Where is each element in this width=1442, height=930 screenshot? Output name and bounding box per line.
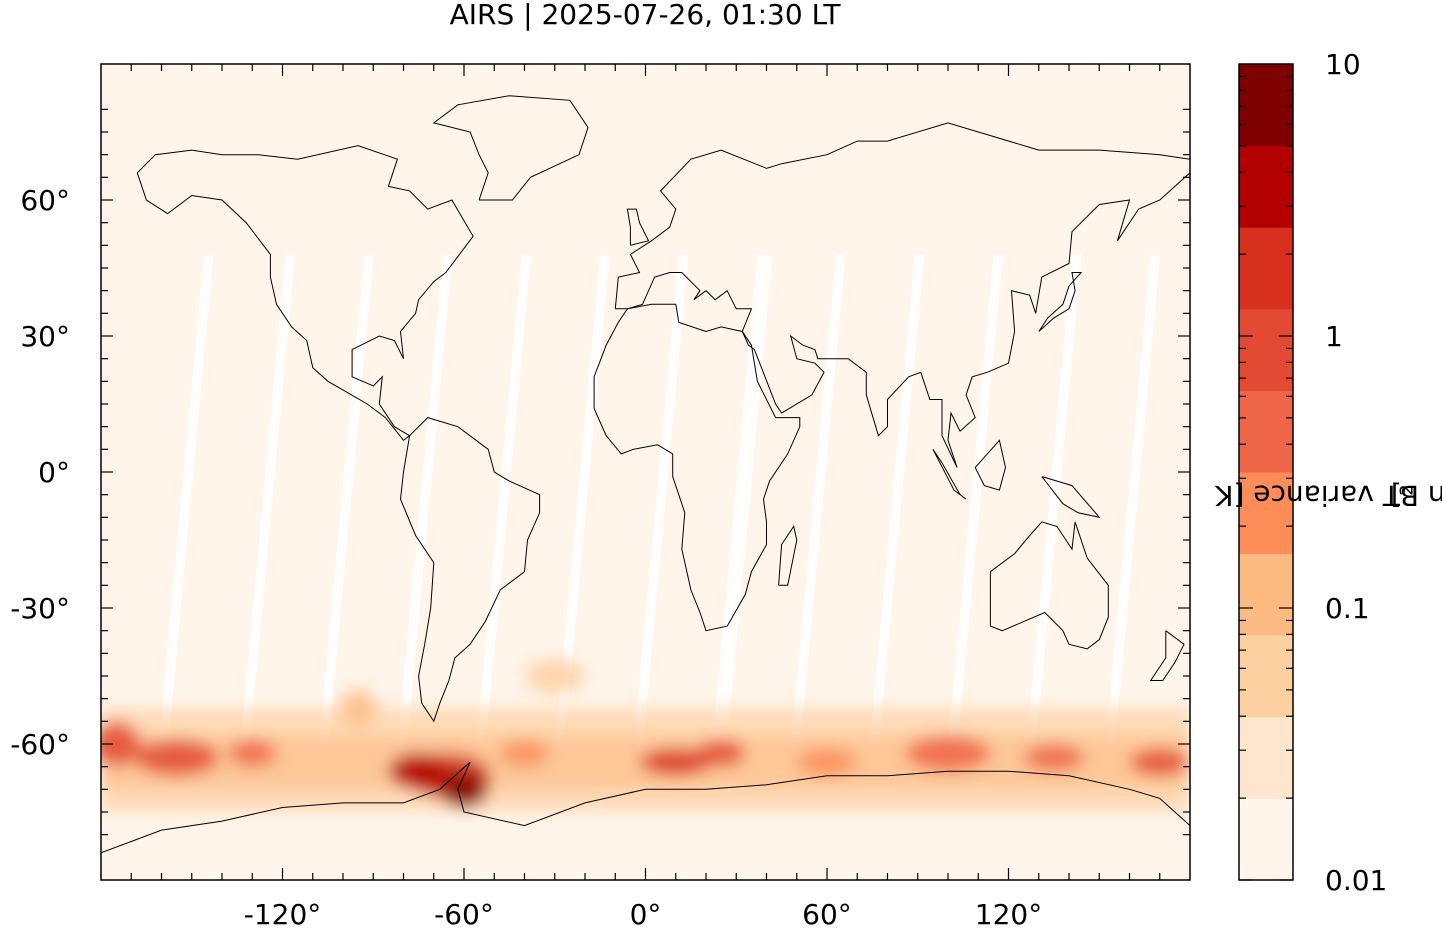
colorbar-tick-label: 0.01 <box>1325 864 1387 897</box>
colorbar-tick-labels: 10 1 0.1 0.01 <box>1325 48 1387 897</box>
variance-hotspot <box>500 739 549 767</box>
colorbar-segment <box>1239 635 1293 718</box>
coastline <box>1149 630 1185 681</box>
orbit-gap <box>476 254 532 744</box>
variance-hotspot <box>228 739 277 767</box>
orbit-gap <box>948 254 1004 744</box>
coastline <box>136 145 474 441</box>
variance-hotspot <box>101 721 141 767</box>
colorbar-segment <box>1239 472 1293 555</box>
variance-hotspot <box>697 739 746 767</box>
orbit-gap <box>712 254 773 744</box>
coastlines <box>101 95 1190 854</box>
variance-hotspot <box>797 748 857 776</box>
colorbar <box>1239 64 1293 881</box>
orbit-gap <box>554 254 610 744</box>
coastline <box>593 303 801 632</box>
colorbar-ticks <box>1239 75 1293 881</box>
colorbar-tick-label: 0.1 <box>1325 592 1370 625</box>
coastline <box>778 525 798 586</box>
map-panel <box>101 64 1190 880</box>
colorbar-tick-label: 1 <box>1325 320 1343 353</box>
variance-hotspots <box>101 658 1190 812</box>
coastline <box>1038 272 1083 332</box>
orbit-gap <box>1026 254 1082 744</box>
colorbar-segment <box>1239 553 1293 636</box>
map-title: AIRS | 2025-07-26, 01:30 LT <box>449 0 841 31</box>
orbit-gap <box>240 254 296 744</box>
orbit-gap <box>790 254 846 744</box>
lon-tick-label: -120° <box>244 898 322 930</box>
lat-tick-label: 60° <box>20 184 70 217</box>
lat-tick-label: -60° <box>10 728 70 761</box>
colorbar-segment <box>1239 798 1293 881</box>
colorbar-segment <box>1239 390 1293 473</box>
orbit-gap <box>318 254 374 744</box>
colorbar-segment <box>1239 227 1293 310</box>
variance-hotspot <box>134 739 219 776</box>
map-tick-labels: -120° -60° 0° 60° 120° 60° 30° 0° -30° -60° <box>10 184 1042 930</box>
lat-tick-label: -30° <box>10 592 70 625</box>
coastline <box>432 95 589 201</box>
lon-tick-label: 0° <box>630 898 662 930</box>
colorbar-segment <box>1239 64 1293 147</box>
colorbar-frame <box>1238 63 1294 881</box>
lon-tick-label: 120° <box>975 898 1042 930</box>
variance-hotspot <box>440 771 488 808</box>
variance-hotspot <box>639 748 712 776</box>
lon-tick-label: -60° <box>434 898 494 930</box>
variance-hotspot <box>340 689 377 726</box>
variance-hotspot <box>906 735 990 772</box>
coastline <box>932 449 967 500</box>
coastline <box>399 417 541 723</box>
colorbar-segment <box>1239 716 1293 799</box>
colorbar-tick-label: 10 <box>1325 48 1361 81</box>
orbit-gaps <box>158 254 1161 744</box>
colorbar-segment <box>1239 145 1293 228</box>
orbit-gap <box>1105 254 1161 744</box>
variance-hotspot <box>524 658 585 694</box>
lon-tick-label: 60° <box>802 898 852 930</box>
variance-hotspot <box>388 753 449 790</box>
variance-hotspot <box>1129 748 1190 776</box>
orbit-gap <box>869 254 925 744</box>
colorbar-segment <box>1239 308 1293 391</box>
lat-tick-label: 0° <box>38 456 70 489</box>
coastline <box>101 761 1190 854</box>
orbit-gap <box>397 254 453 744</box>
map-ticks <box>101 64 1190 880</box>
coastline <box>974 439 1007 491</box>
coastline <box>626 208 650 246</box>
orbit-gap <box>158 254 214 744</box>
orbit-gap <box>633 254 689 744</box>
coastline <box>989 521 1109 650</box>
coastline <box>1041 476 1101 519</box>
lat-tick-label: 30° <box>20 320 70 353</box>
variance-hotspot <box>1023 744 1084 772</box>
